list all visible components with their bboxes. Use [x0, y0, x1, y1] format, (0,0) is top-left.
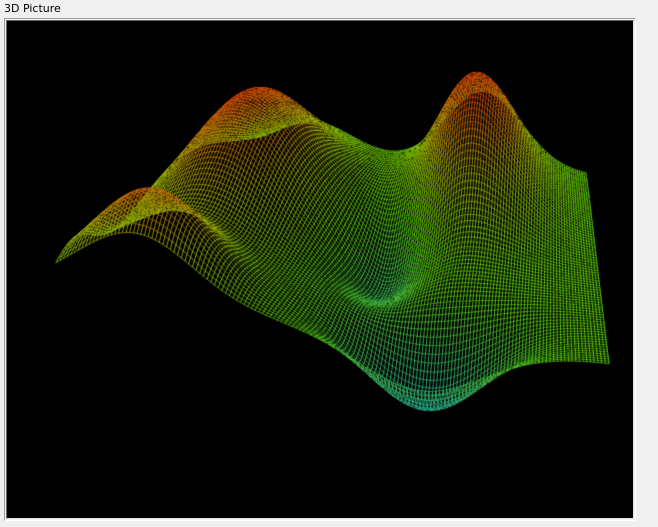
plot-area[interactable]: [6, 20, 634, 519]
picture-frame: [4, 18, 636, 521]
window-edge: [640, 18, 658, 527]
panel-title: 3D Picture: [4, 1, 61, 17]
surface-mesh: [7, 21, 634, 519]
